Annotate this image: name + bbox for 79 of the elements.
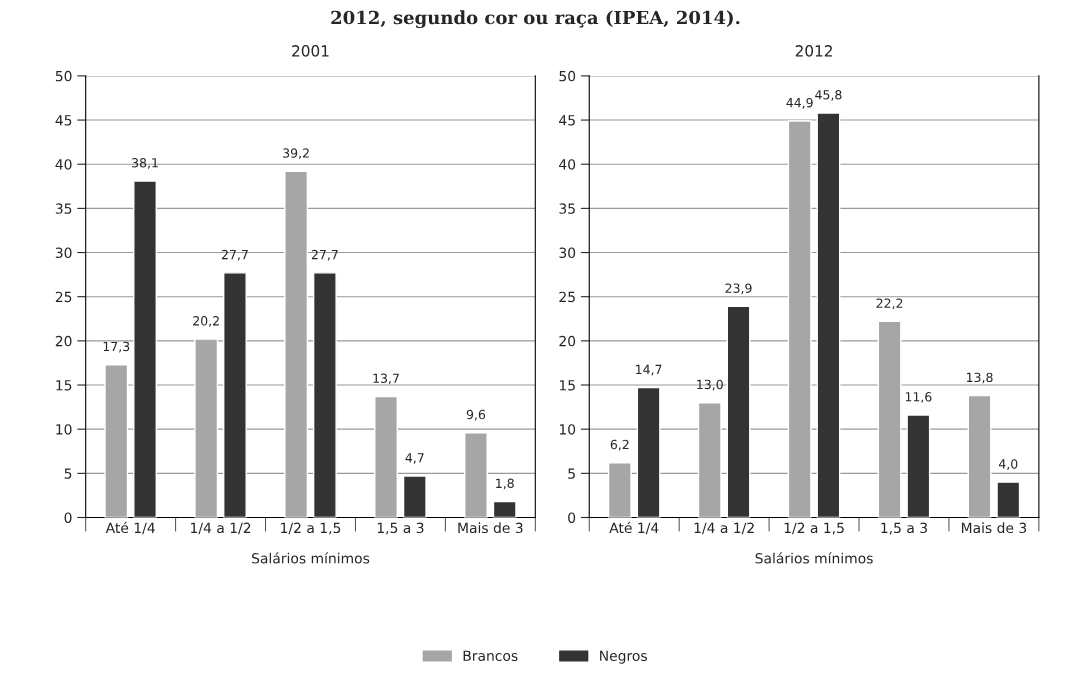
bar	[223, 272, 247, 518]
bar	[194, 338, 219, 518]
text: 2012, segundo cor ou raça (IPEA, 2014).	[331, 10, 740, 29]
bar	[133, 180, 157, 518]
data-label: 39,2	[283, 148, 309, 160]
y-tick-label: 50	[55, 70, 72, 82]
data-label: 13,8	[966, 372, 993, 384]
y-tick-label: 25	[559, 291, 575, 303]
bar	[402, 475, 427, 518]
x-tick-label: 1,5 a 3	[377, 522, 424, 535]
bar	[104, 364, 129, 518]
x-tick-label: 1/2 a 1,5	[784, 522, 844, 535]
data-label: 38,1	[132, 158, 158, 169]
y-tick-label: 40	[55, 159, 72, 170]
data-label: 45,8	[815, 90, 842, 101]
data-label: 22,2	[876, 298, 903, 310]
x-axis-title: Salários mínimos	[252, 552, 370, 564]
y-tick-label: 35	[559, 203, 575, 214]
bar	[906, 414, 931, 518]
bar	[816, 112, 841, 518]
y-tick-label: 5	[64, 468, 72, 479]
y-tick-label: 5	[568, 468, 575, 479]
data-label: 27,7	[311, 249, 338, 261]
chart-title: 2012	[795, 45, 832, 57]
data-label: 20,2	[193, 316, 219, 327]
x-tick-label: Mais de 3	[961, 522, 1027, 534]
data-label: 13,7	[373, 373, 399, 385]
bar	[464, 432, 488, 518]
bar	[877, 320, 902, 518]
bar	[967, 394, 992, 518]
bar	[312, 272, 337, 518]
data-label: 9,6	[466, 409, 486, 421]
x-axis-title: Salários mínimos	[755, 552, 873, 564]
y-tick-label: 15	[56, 380, 72, 391]
x-tick-label: Até 1/4	[609, 521, 659, 535]
bar	[996, 481, 1021, 518]
data-label: 1,8	[496, 478, 514, 490]
data-label: 44,9	[786, 97, 813, 109]
data-label: 14,7	[636, 364, 662, 376]
data-label: 6,2	[610, 439, 629, 451]
bar	[492, 500, 517, 518]
chart-title: 2001	[292, 45, 329, 57]
x-tick-label: 1/4 a 1/2	[694, 522, 754, 535]
legend-label: Negros	[600, 650, 647, 664]
y-tick-label: 0	[568, 512, 576, 523]
y-tick-label: 35	[55, 203, 72, 214]
data-label: 23,9	[725, 283, 752, 295]
bar	[787, 120, 812, 518]
data-label: 13,0	[697, 379, 723, 391]
y-tick-label: 15	[559, 380, 575, 391]
data-label: 17,3	[103, 341, 130, 353]
bar	[284, 170, 309, 518]
x-tick-label: 1/4 a 1/2	[191, 522, 251, 535]
data-label: 4,0	[998, 459, 1018, 470]
y-tick-label: 45	[559, 115, 575, 126]
bar	[726, 305, 751, 518]
bar	[374, 395, 398, 518]
x-tick-label: Mais de 3	[458, 522, 523, 534]
bar	[636, 386, 661, 518]
data-label: 11,6	[905, 392, 932, 403]
y-tick-label: 20	[55, 335, 72, 347]
legend-label: Brancos	[463, 650, 518, 662]
y-tick-label: 25	[55, 291, 72, 303]
y-tick-label: 50	[559, 70, 576, 82]
x-tick-label: Até 1/4	[105, 521, 155, 535]
y-tick-label: 10	[56, 424, 72, 435]
y-tick-label: 40	[559, 159, 576, 170]
y-tick-label: 0	[64, 512, 72, 523]
y-tick-label: 30	[55, 247, 72, 259]
x-tick-label: 1/2 a 1,5	[281, 522, 341, 535]
y-tick-label: 30	[559, 247, 576, 259]
data-label: 27,7	[221, 249, 248, 261]
y-tick-label: 20	[559, 335, 576, 347]
y-tick-label: 45	[55, 115, 72, 126]
y-tick-label: 10	[559, 424, 576, 435]
bar	[607, 462, 632, 518]
bar	[697, 401, 722, 518]
x-tick-label: 1,5 a 3	[881, 522, 927, 535]
data-label: 4,7	[405, 453, 424, 464]
